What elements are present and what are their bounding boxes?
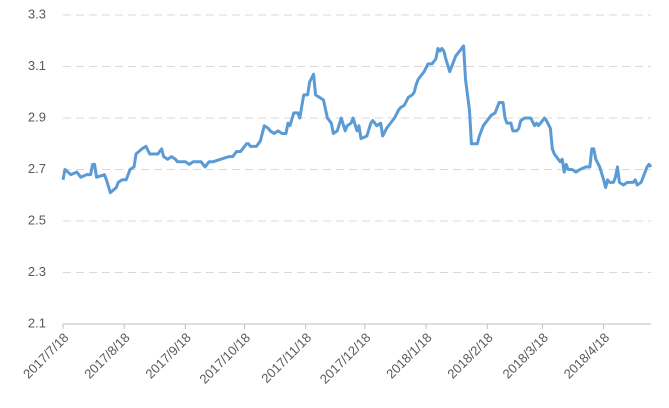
x-tick-label: 2017/9/18 xyxy=(142,330,194,382)
y-tick-label: 2.1 xyxy=(28,315,46,330)
y-tick-label: 2.9 xyxy=(28,109,46,124)
y-tick-label: 2.7 xyxy=(28,161,46,176)
x-tick-label: 2017/7/18 xyxy=(20,330,72,382)
data-line xyxy=(61,44,653,195)
y-tick-label: 3.1 xyxy=(28,58,46,73)
x-tick-label: 2018/4/18 xyxy=(561,330,613,382)
x-tick-label: 2017/12/18 xyxy=(317,330,374,387)
y-tick-label: 2.3 xyxy=(28,264,46,279)
x-tick-label: 2017/10/18 xyxy=(196,330,253,387)
x-tick-label: 2018/1/18 xyxy=(383,330,435,382)
x-tick-label: 2018/3/18 xyxy=(500,330,552,382)
y-tick-label: 2.5 xyxy=(28,212,46,227)
x-tick-label: 2017/8/18 xyxy=(81,330,133,382)
x-tick-label: 2018/2/18 xyxy=(444,330,496,382)
x-tick-label: 2017/11/18 xyxy=(258,330,314,386)
y-tick-label: 3.3 xyxy=(28,6,46,21)
